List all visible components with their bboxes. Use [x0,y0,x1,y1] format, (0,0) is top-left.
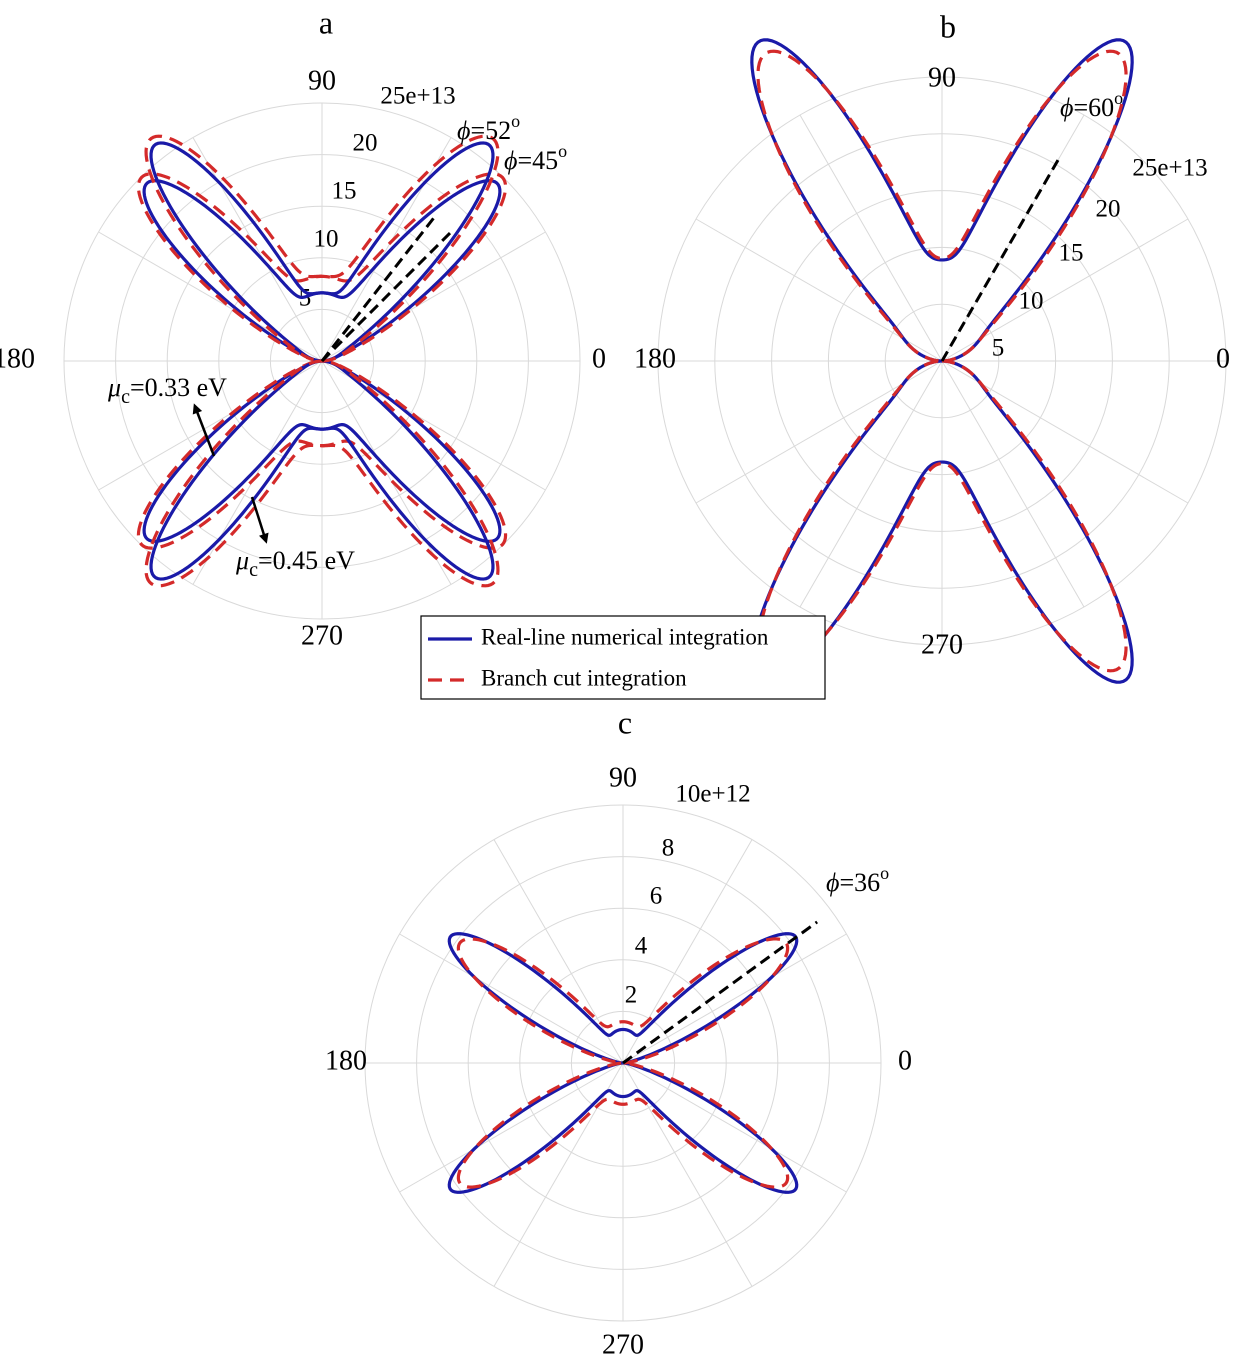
phi-direction-line [320,228,455,363]
phi-direction-line [940,156,1062,362]
grid-spoke [321,360,452,585]
angle-tick-label: 180 [634,343,676,374]
grid-spoke [622,933,847,1064]
angle-tick-label: 0 [592,343,606,374]
angle-tick-label: 180 [325,1045,367,1076]
radial-tick-label: 15 [332,178,357,205]
series-curve-branch-cut [136,172,508,550]
legend-label: Real-line numerical integration [481,624,769,649]
radial-tick-label: 4 [635,933,648,960]
grid-spoke [799,360,943,608]
angle-tick-label: 90 [308,65,336,96]
angle-tick-label: 270 [301,620,343,651]
radial-tick-label: 10e+12 [675,781,750,808]
panel-a: a090180270510152025e+13ϕ=52oϕ=45oμc=0.33… [0,4,606,651]
grid-spoke [622,839,753,1064]
phi-label: ϕ=45o [504,141,567,175]
angle-tick-label: 90 [609,762,637,793]
grid-spoke [493,839,624,1064]
radial-tick-label: 20 [1096,196,1121,223]
mu-annotation: μc=0.33 eV [107,373,227,408]
grid-spoke [399,933,624,1064]
panel-b: b 0 90 180 270 5 10 15 20 25e+13 ϕ=60o [634,8,1230,684]
panel-label: c [618,704,632,740]
angle-tick-label: 270 [602,1329,644,1360]
radial-tick-label: 6 [650,883,663,910]
radial-tick-label: 2 [625,982,638,1009]
series-curve-branch-cut [456,937,790,1189]
grid-spoke [941,360,1085,608]
radial-tick-label: 25e+13 [380,83,455,110]
grid-spoke [399,1062,624,1193]
phi-label: ϕ=52o [457,111,520,145]
annotation-arrow [250,496,267,539]
legend: Real-line numerical integration Branch cu… [420,615,826,700]
grid-spoke [622,1062,753,1287]
grid-spoke [192,137,323,362]
annotation-arrow [194,408,216,457]
legend-label: Branch cut integration [481,665,687,690]
grid-spoke [192,360,323,585]
angle-tick-label: 270 [921,629,963,660]
radial-tick-label: 8 [662,835,675,862]
series-curve-real-line [447,932,799,1194]
angle-tick-label: 0 [898,1045,912,1076]
radial-tick-label: 25e+13 [1132,155,1207,182]
phi-direction-line [622,920,818,1065]
arrow-head-icon [259,532,269,544]
radial-tick-label: 10 [1019,288,1044,315]
grid-spoke [622,1062,847,1193]
angle-tick-label: 90 [928,62,956,93]
angle-tick-label: 0 [1216,343,1230,374]
arrow-head-icon [192,403,203,415]
phi-label: ϕ=60o [1060,88,1123,122]
angle-tick-label: 180 [0,343,35,374]
grid-spoke [321,137,452,362]
radial-tick-label: 20 [353,130,378,157]
grid-spoke [493,1062,624,1287]
legend-box [420,615,826,700]
radial-tick-label: 15 [1059,240,1084,267]
grid-spoke [799,114,943,362]
panel-label: b [940,8,956,44]
phi-label: ϕ=36o [826,863,889,897]
radial-tick-label: 10 [314,226,339,253]
panel-label: a [319,4,333,40]
radial-tick-label: 5 [992,335,1005,362]
mu-annotation: μc=0.45 eV [235,546,355,581]
phi-direction-line [320,213,438,362]
